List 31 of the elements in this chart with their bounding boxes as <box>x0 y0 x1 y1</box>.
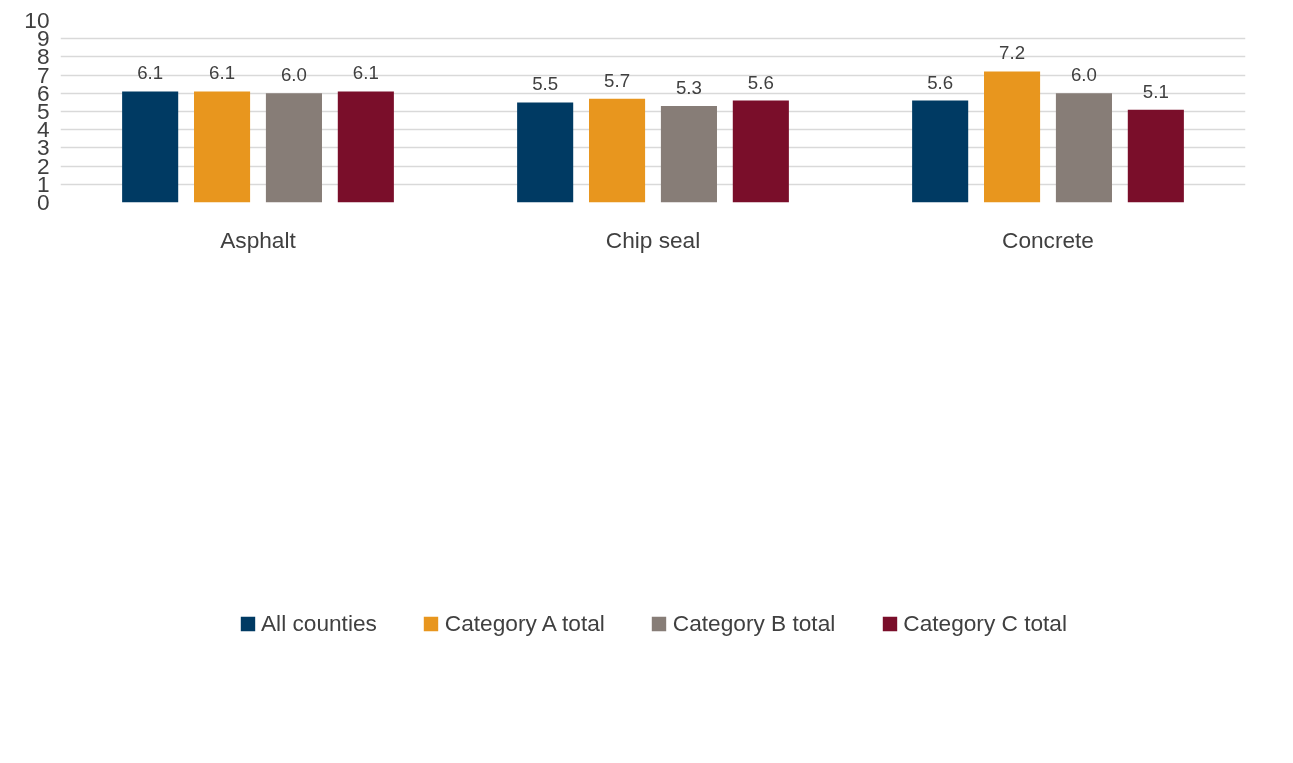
bar <box>912 100 969 203</box>
data-label: 5.1 <box>1142 80 1169 102</box>
data-label: 5.6 <box>927 71 954 93</box>
bar <box>1127 109 1184 203</box>
bar <box>337 91 394 203</box>
x-tick-label: Asphalt <box>220 226 297 253</box>
legend-label: Category B total <box>672 609 836 637</box>
data-label: 7.2 <box>999 42 1026 64</box>
bar <box>660 106 717 203</box>
bar <box>194 91 251 203</box>
data-label: 5.5 <box>532 73 559 95</box>
bar <box>732 100 789 203</box>
x-tick-label: Chip seal <box>605 226 701 253</box>
bar <box>1055 93 1112 203</box>
bar <box>984 71 1041 203</box>
data-label: 6.0 <box>280 64 307 86</box>
bar <box>517 102 574 203</box>
data-label: 6.1 <box>137 62 164 84</box>
bar <box>122 91 179 203</box>
bar <box>589 98 646 203</box>
data-label: 5.6 <box>747 71 774 93</box>
bar <box>265 93 322 203</box>
data-label: 6.0 <box>1070 64 1097 86</box>
data-label: 5.3 <box>675 77 702 99</box>
legend-label: Category C total <box>903 609 1068 637</box>
x-tick-label: Concrete <box>1002 226 1094 253</box>
data-label: 6.1 <box>352 62 379 84</box>
legend-label: All counties <box>260 609 377 637</box>
data-label: 5.7 <box>604 69 631 91</box>
data-label: 6.1 <box>209 62 236 84</box>
legend-label: Category A total <box>444 609 605 637</box>
